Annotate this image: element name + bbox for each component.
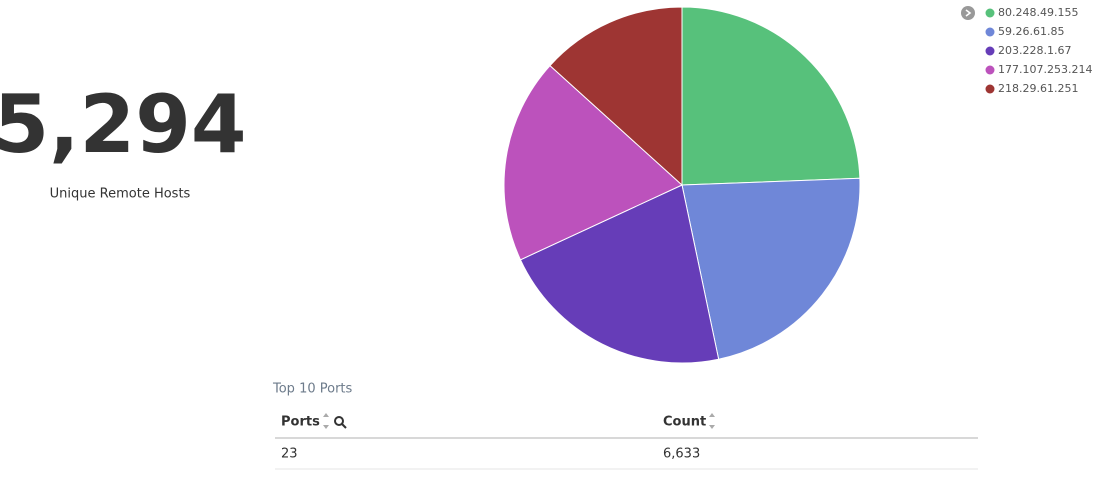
legend-toggle-icon[interactable]: [961, 6, 975, 20]
search-icon-handle: [341, 423, 347, 429]
table-cell: 6,633: [663, 447, 700, 462]
column-header[interactable]: Ports: [281, 415, 320, 430]
legend-label[interactable]: 59.26.61.85: [998, 25, 1064, 38]
legend-swatch: [985, 46, 995, 56]
pie-slice: [681, 177, 861, 360]
legend-swatch: [985, 8, 995, 18]
table-cell: 23: [281, 447, 298, 462]
pie-slice: [519, 184, 720, 364]
pie-slice: [549, 6, 683, 187]
sort-icon[interactable]: [323, 413, 329, 429]
legend-label[interactable]: 218.29.61.251: [998, 82, 1078, 95]
legend-label[interactable]: 177.107.253.214: [998, 63, 1092, 76]
search-icon-lens: [334, 416, 344, 426]
pie-slice: [681, 6, 861, 186]
legend-label[interactable]: 80.248.49.155: [998, 6, 1078, 19]
legend-swatch: [985, 27, 995, 37]
legend-label[interactable]: 203.228.1.67: [998, 44, 1071, 57]
legend-swatch: [985, 65, 995, 75]
legend-toggle-arrow: [965, 9, 972, 17]
search-icon[interactable]: [334, 416, 347, 429]
table-title: Top 10 Ports: [272, 382, 353, 397]
pie-slice: [503, 64, 683, 261]
sort-icon[interactable]: [709, 413, 715, 429]
legend-toggle[interactable]: [961, 6, 975, 20]
column-header[interactable]: Count: [663, 415, 706, 430]
legend-swatch: [985, 84, 995, 94]
metric-value: 5,294: [0, 78, 247, 171]
metric-label: Unique Remote Hosts: [50, 187, 191, 202]
